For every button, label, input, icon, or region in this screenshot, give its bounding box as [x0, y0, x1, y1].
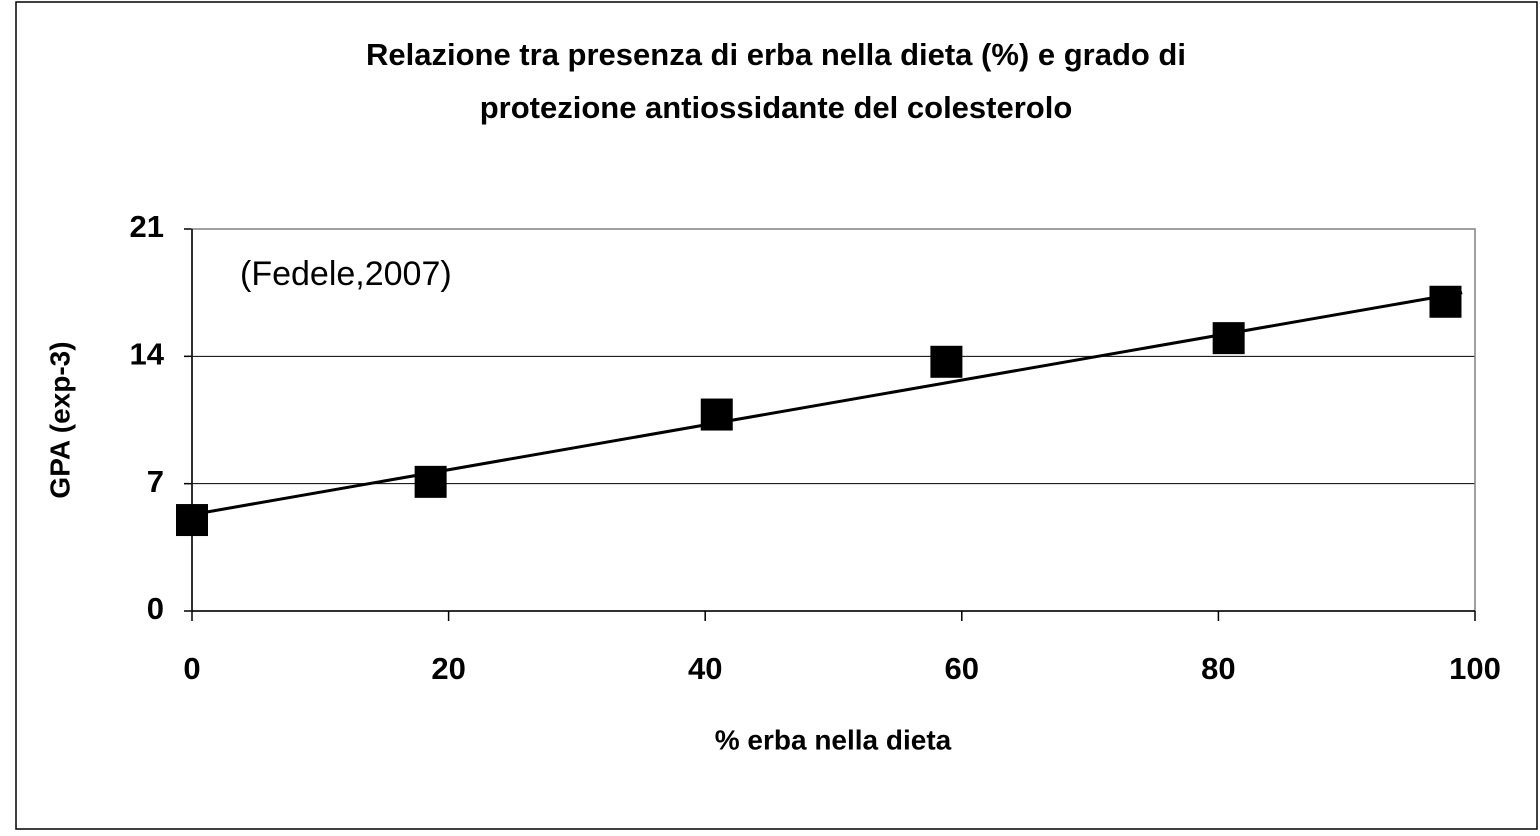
y-tick-label: 0 [147, 591, 164, 626]
chart-title: Relazione tra presenza di erba nella die… [366, 37, 1186, 72]
chart-frame [15, 1, 1538, 830]
y-axis-label: GPA (exp-3) [44, 341, 75, 498]
point [1429, 285, 1462, 318]
y-tick-label: 14 [130, 337, 165, 372]
x-tick-label: 80 [1201, 651, 1235, 686]
chart-title: protezione antiossidante del colesterolo [480, 90, 1073, 125]
x-tick-label: 40 [688, 651, 722, 686]
point [930, 345, 963, 378]
point [700, 398, 733, 431]
y-tick-label: 7 [147, 464, 164, 499]
point [176, 504, 208, 537]
x-tick-label: 20 [431, 651, 465, 686]
point [1212, 322, 1245, 355]
trendline [191, 291, 1463, 517]
x-tick-label: 0 [183, 651, 200, 686]
x-tick-label: 100 [1449, 651, 1501, 686]
x-tick-label: 60 [945, 651, 979, 686]
y-tick-label: 21 [130, 209, 164, 244]
point [414, 465, 447, 498]
annotation: (Fedele,2007) [240, 255, 452, 293]
x-axis-label: % erba nella dieta [715, 724, 952, 755]
